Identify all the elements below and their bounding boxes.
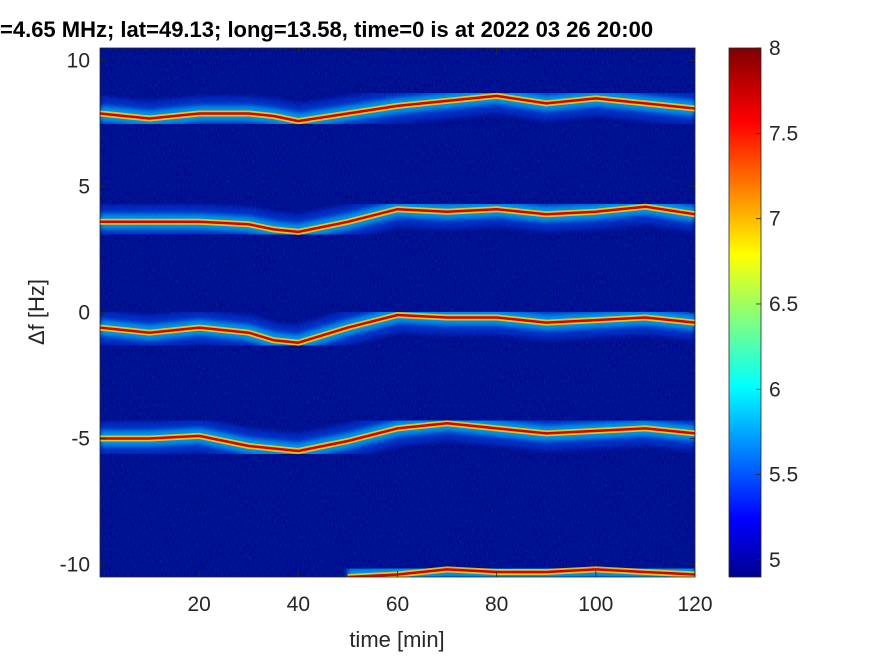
colorbar-ticks: 5 5.5 6 6.5 7 7.5 8: [756, 37, 798, 572]
colorbar-tick-label: 6: [769, 378, 781, 401]
y-axis-ticks: -10 -5 0 5 10: [60, 50, 695, 576]
x-axis-label: time [min]: [349, 627, 444, 652]
x-tick-label: 120: [677, 593, 712, 616]
x-axis-ticks: 20 40 60 80 100 120: [187, 48, 713, 616]
y-axis-label: Δf [Hz]: [24, 279, 49, 345]
x-tick-label: 20: [187, 593, 210, 616]
colorbar-tick-label: 6.5: [769, 293, 798, 316]
x-tick-label: 40: [287, 593, 310, 616]
y-tick-label: 10: [67, 50, 90, 73]
spectral-line-5: [347, 552, 695, 577]
x-tick-label: 80: [485, 593, 508, 616]
spectral-line-1: [100, 78, 695, 139]
x-tick-label: 100: [578, 593, 613, 616]
y-tick-label: 5: [78, 176, 90, 199]
spectral-line-2: [100, 189, 695, 249]
spectral-line-4: [100, 406, 695, 468]
colorbar-tick-label: 7: [769, 208, 781, 231]
colorbar-tick-label: 8: [769, 37, 781, 60]
colorbar-tick-label: 5.5: [769, 464, 798, 487]
band-core: [100, 205, 695, 234]
colorbar-gradient: [728, 47, 762, 578]
x-tick-label: 60: [386, 593, 409, 616]
band-core: [100, 313, 695, 344]
colorbar-tick-label: 7.5: [769, 122, 798, 145]
colorbar-tick-label: 5: [769, 549, 781, 572]
y-tick-label: 0: [78, 302, 90, 325]
band-core: [100, 94, 695, 123]
band-core: [100, 422, 695, 453]
spectral-line-3: [100, 298, 695, 360]
chart-title: =4.65 MHz; lat=49.13; long=13.58, time=0…: [0, 17, 653, 42]
spectral-bands: [100, 78, 695, 577]
colorbar: 5 5.5 6 6.5 7 7.5 8: [728, 37, 798, 578]
y-tick-label: -10: [60, 553, 90, 576]
plot-area: [99, 47, 696, 578]
band-core: [347, 568, 695, 577]
y-tick-label: -5: [71, 427, 90, 450]
